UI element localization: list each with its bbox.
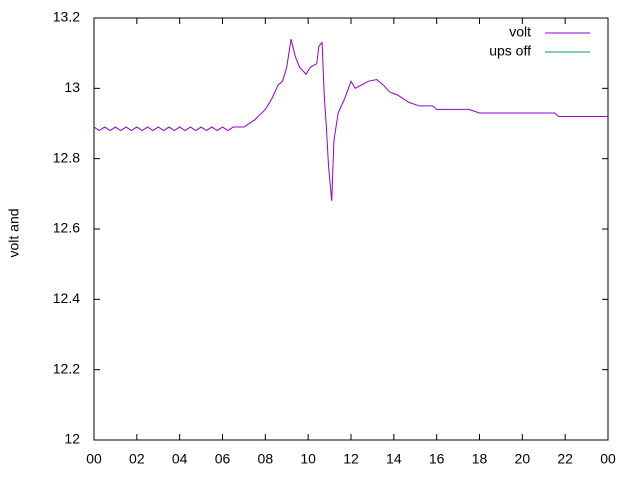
x-tick-label: 16 bbox=[429, 451, 445, 467]
x-tick-label: 06 bbox=[215, 451, 231, 467]
x-tick-label: 12 bbox=[343, 451, 359, 467]
series-line bbox=[93, 38, 608, 201]
x-tick-label: 00 bbox=[600, 451, 616, 467]
x-tick-label: 18 bbox=[472, 451, 488, 467]
y-tick-label: 12 bbox=[64, 431, 80, 447]
x-tick-label: 04 bbox=[172, 451, 188, 467]
legend-label: ups off bbox=[489, 43, 531, 59]
y-axis-label: volt and bbox=[6, 208, 22, 257]
x-tick-label: 02 bbox=[129, 451, 145, 467]
y-tick-label: 13.2 bbox=[53, 9, 80, 25]
x-tick-label: 14 bbox=[386, 451, 402, 467]
y-tick-label: 12.6 bbox=[53, 220, 80, 236]
y-tick-label: 12.8 bbox=[53, 149, 80, 165]
legend-label: volt bbox=[509, 24, 531, 40]
x-tick-label: 08 bbox=[258, 451, 274, 467]
x-tick-label: 20 bbox=[515, 451, 531, 467]
x-tick-label: 10 bbox=[300, 451, 316, 467]
x-tick-label: 22 bbox=[557, 451, 573, 467]
y-tick-label: 12.2 bbox=[53, 360, 80, 376]
x-tick-label: 00 bbox=[86, 451, 102, 467]
y-tick-label: 12.4 bbox=[53, 290, 80, 306]
y-tick-label: 13 bbox=[64, 79, 80, 95]
